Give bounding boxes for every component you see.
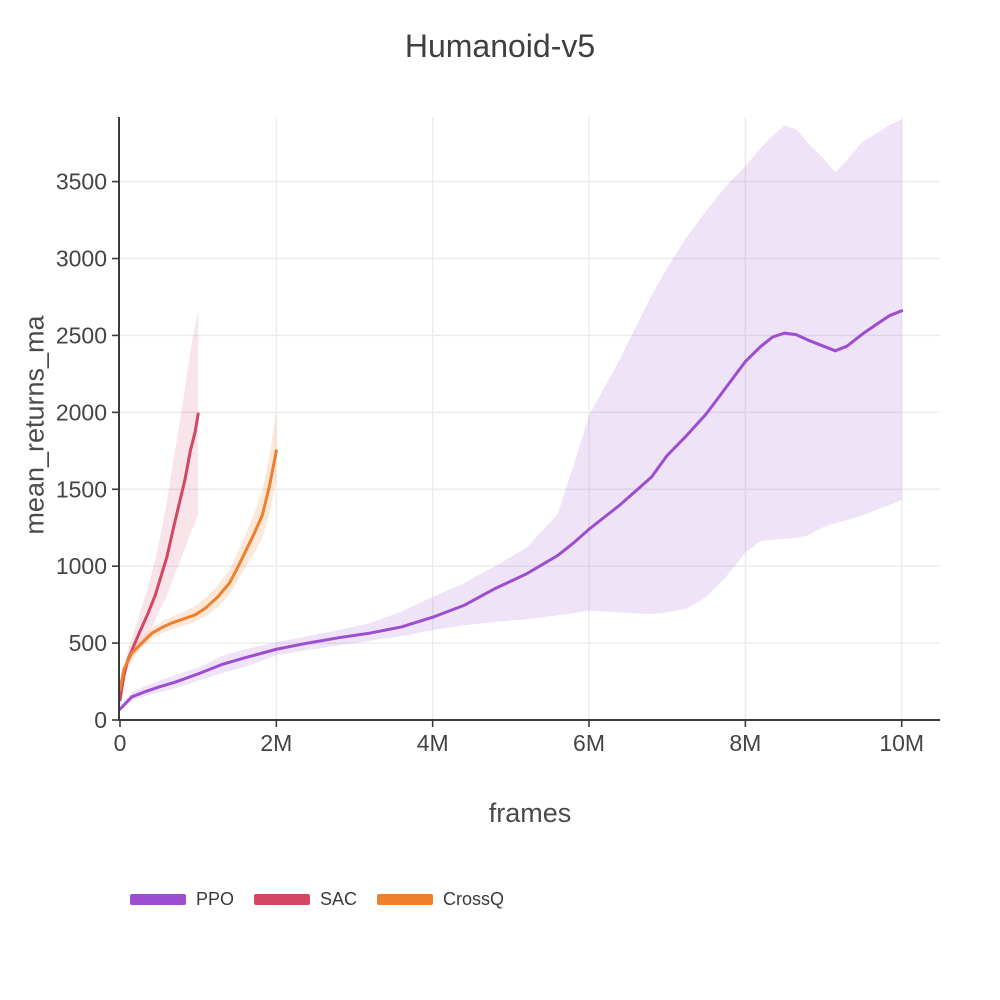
y-tick-label-2500: 2500: [56, 322, 107, 348]
legend-item-ppo[interactable]: PPO: [130, 889, 234, 910]
legend: PPO SAC CrossQ: [130, 889, 504, 910]
y-tick-label-2000: 2000: [56, 399, 107, 425]
chart-title: Humanoid-v5: [404, 28, 596, 64]
x-tick-label-10M: 10M: [879, 730, 924, 756]
crossq-legend-label: CrossQ: [443, 889, 505, 909]
y-tick-label-3500: 3500: [56, 169, 107, 195]
sac-legend-label: SAC: [320, 889, 358, 909]
x-tick-label-0: 0: [114, 730, 127, 756]
ppo-legend-label: PPO: [196, 889, 235, 909]
y-tick-label-3000: 3000: [56, 246, 107, 272]
x-tick-label-4M: 4M: [417, 730, 449, 756]
crossq-legend-swatch: [377, 894, 434, 905]
y-tick-label-1500: 1500: [56, 476, 107, 502]
ppo-line: [120, 309, 904, 711]
y-tick-label-1000: 1000: [56, 553, 107, 579]
ppo-band: [120, 119, 902, 711]
legend-item-crossq[interactable]: CrossQ: [377, 889, 504, 910]
x-tick-label-2M: 2M: [260, 730, 292, 756]
legend-item-sac[interactable]: SAC: [254, 889, 357, 910]
y-tick-label-0: 0: [94, 707, 107, 733]
ppo-legend-swatch: [130, 894, 186, 905]
crossq-line: [120, 449, 278, 692]
x-tick-label-6M: 6M: [573, 730, 605, 756]
sac-legend-swatch: [254, 894, 311, 905]
x-tick-label-8M: 8M: [729, 730, 761, 756]
y-tick-label-500: 500: [69, 630, 107, 656]
x-axis-title: frames: [488, 798, 572, 828]
